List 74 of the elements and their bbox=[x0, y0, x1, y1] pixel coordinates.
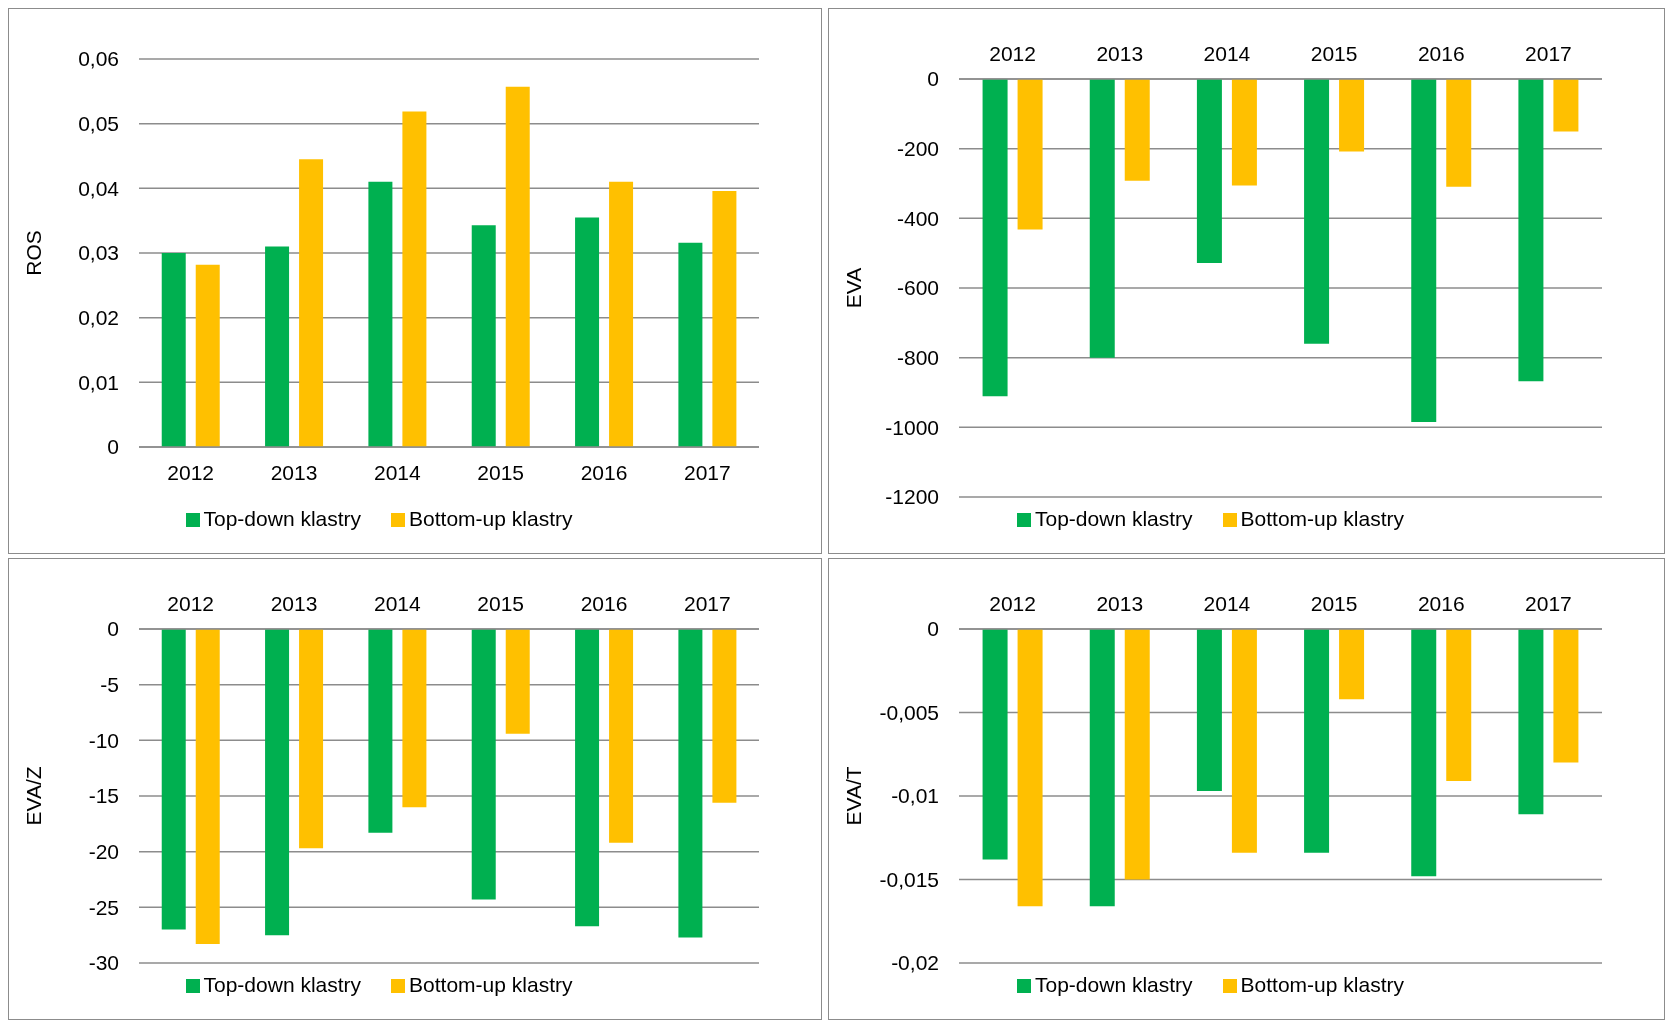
y-tick-label: -600 bbox=[896, 276, 939, 300]
y-tick-label: -800 bbox=[896, 346, 939, 370]
x-tick-label: 2016 bbox=[1417, 42, 1465, 65]
y-axis-title: EVA bbox=[842, 267, 866, 309]
y-tick-label: 0 bbox=[107, 617, 119, 641]
x-tick-label: 2012 bbox=[989, 592, 1036, 615]
legend-label: Bottom-up klastry bbox=[409, 973, 573, 996]
x-tick-label: 2014 bbox=[1203, 42, 1251, 65]
legend-label: Top-down klastry bbox=[1035, 507, 1193, 530]
y-tick-label: 0,04 bbox=[78, 176, 120, 200]
y-tick-label: 0,01 bbox=[78, 370, 119, 394]
y-tick-label: 0,03 bbox=[78, 241, 119, 265]
x-tick-label: 2013 bbox=[270, 592, 318, 615]
bar bbox=[712, 190, 737, 447]
bar bbox=[161, 253, 186, 447]
y-tick-label: 0 bbox=[927, 67, 939, 91]
x-tick-label: 2017 bbox=[1525, 592, 1572, 615]
x-tick-label: 2013 bbox=[1096, 592, 1144, 615]
y-tick-label: -0,015 bbox=[879, 867, 939, 891]
x-tick-label: 2013 bbox=[1096, 42, 1144, 65]
y-tick-label: -1000 bbox=[885, 415, 939, 439]
bar bbox=[265, 246, 290, 447]
bar bbox=[471, 225, 496, 447]
y-tick-label: -5 bbox=[100, 673, 119, 697]
x-tick-label: 2013 bbox=[270, 460, 318, 484]
y-tick-label: -25 bbox=[88, 895, 119, 919]
y-tick-label: 0 bbox=[107, 435, 119, 459]
bar bbox=[299, 159, 324, 447]
y-tick-label: 0,02 bbox=[78, 306, 119, 330]
bar bbox=[505, 86, 530, 447]
bar bbox=[609, 181, 634, 447]
y-tick-label: 0,05 bbox=[78, 112, 119, 136]
y-tick-label: -30 bbox=[88, 951, 119, 975]
y-tick-label: -20 bbox=[88, 840, 119, 864]
y-tick-label: -0,02 bbox=[891, 951, 939, 975]
y-tick-label: -400 bbox=[896, 206, 939, 230]
legend-label: Top-down klastry bbox=[203, 973, 362, 996]
x-tick-label: 2017 bbox=[683, 460, 731, 484]
legend-label: Bottom-up klastry bbox=[1240, 507, 1404, 530]
x-tick-label: 2012 bbox=[989, 42, 1036, 65]
x-tick-label: 2016 bbox=[580, 592, 628, 615]
x-tick-label: 2014 bbox=[1203, 592, 1251, 615]
legend-label: Top-down klastry bbox=[203, 507, 362, 530]
x-tick-label: 2017 bbox=[683, 592, 731, 615]
y-tick-label: -1200 bbox=[885, 485, 939, 509]
y-tick-label: -0,005 bbox=[879, 700, 939, 724]
y-tick-label: -200 bbox=[896, 137, 939, 161]
x-tick-label: 2015 bbox=[477, 592, 525, 615]
legend-label: Top-down klastry bbox=[1035, 973, 1193, 996]
y-axis-title: EVA/Z bbox=[22, 766, 46, 826]
x-tick-label: 2015 bbox=[1310, 592, 1358, 615]
y-tick-label: -0,01 bbox=[891, 784, 939, 808]
x-tick-label: 2015 bbox=[1310, 42, 1358, 65]
bar bbox=[678, 242, 703, 447]
x-tick-label: 2012 bbox=[167, 460, 215, 484]
y-axis-title: EVA/T bbox=[842, 766, 866, 826]
x-tick-label: 2015 bbox=[477, 460, 525, 484]
y-tick-label: -15 bbox=[88, 784, 119, 808]
legend-label: Bottom-up klastry bbox=[409, 507, 573, 530]
bar bbox=[402, 111, 427, 447]
bar bbox=[195, 264, 220, 447]
x-tick-label: 2014 bbox=[373, 460, 422, 484]
y-tick-label: 0,06 bbox=[78, 47, 119, 71]
bar bbox=[575, 217, 600, 447]
y-tick-label: -10 bbox=[88, 728, 119, 752]
x-tick-label: 2014 bbox=[373, 592, 422, 615]
x-tick-label: 2017 bbox=[1525, 42, 1572, 65]
bar bbox=[368, 181, 393, 447]
x-tick-label: 2016 bbox=[580, 460, 628, 484]
x-tick-label: 2012 bbox=[167, 592, 215, 615]
legend-label: Bottom-up klastry bbox=[1240, 973, 1404, 996]
x-tick-label: 2016 bbox=[1417, 592, 1465, 615]
y-tick-label: 0 bbox=[927, 617, 939, 641]
y-axis-title: ROS bbox=[22, 230, 46, 276]
